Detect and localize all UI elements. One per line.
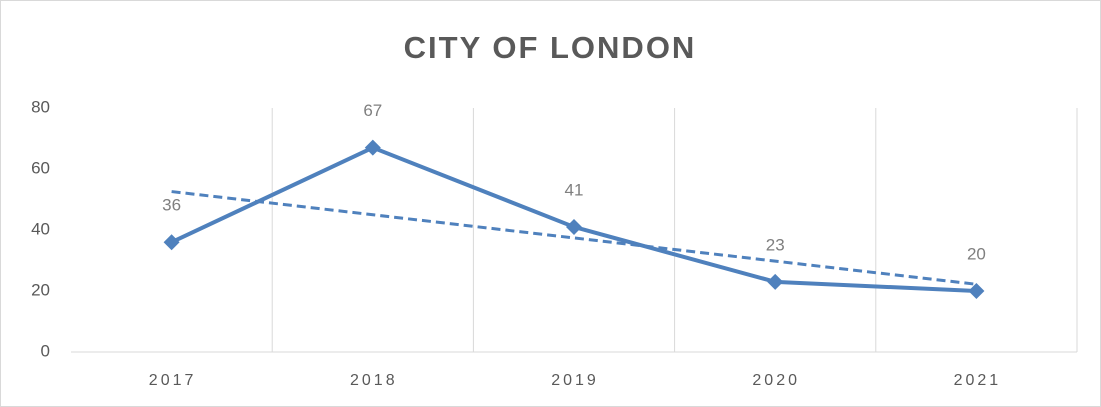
- y-tick-label: 0: [41, 341, 50, 360]
- data-label: 36: [162, 196, 181, 215]
- y-tick-label: 80: [31, 97, 50, 116]
- y-tick-label: 20: [31, 280, 50, 299]
- x-tick-label: 2020: [752, 372, 800, 389]
- data-point: [968, 283, 985, 299]
- data-point: [163, 234, 180, 251]
- data-label: 67: [363, 101, 382, 120]
- x-tick-label: 2017: [149, 372, 197, 389]
- data-point: [364, 139, 381, 156]
- y-tick-label: 60: [31, 158, 50, 177]
- x-tick-label: 2021: [954, 372, 1002, 389]
- chart-title: CITY OF LONDON: [404, 30, 697, 65]
- data-point: [767, 273, 784, 290]
- data-label: 20: [967, 244, 986, 263]
- x-tick-label: 2019: [551, 372, 599, 389]
- x-tick-label: 2018: [350, 372, 398, 389]
- data-point: [566, 218, 582, 235]
- data-label: 41: [565, 180, 584, 199]
- trendline: [171, 190, 977, 286]
- y-tick-label: 40: [31, 219, 50, 238]
- data-label: 23: [766, 235, 785, 254]
